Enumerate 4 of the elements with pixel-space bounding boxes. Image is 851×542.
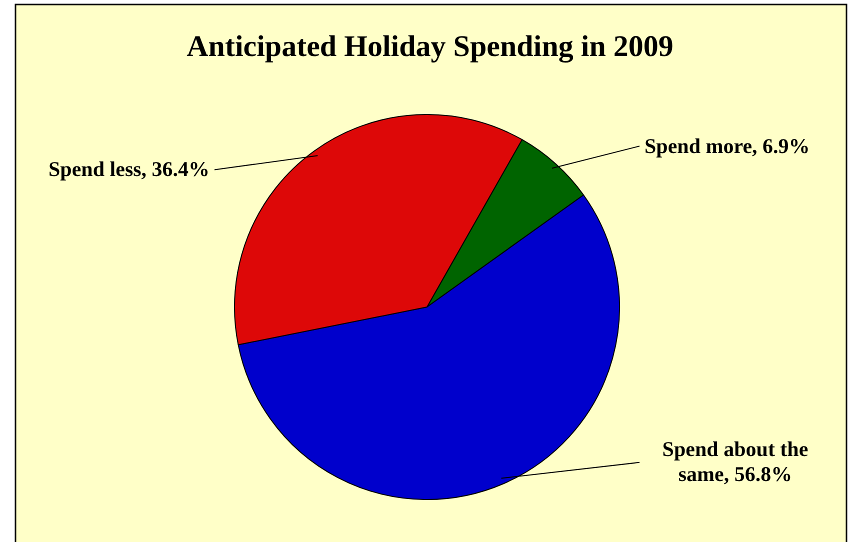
slice-label: Spend less, 36.4% xyxy=(48,157,210,182)
slice-label: Spend about the same, 56.8% xyxy=(661,437,810,488)
slice-label: Spend more, 6.9% xyxy=(644,134,810,159)
chart-title: Anticipated Holiday Spending in 2009 xyxy=(186,30,674,63)
